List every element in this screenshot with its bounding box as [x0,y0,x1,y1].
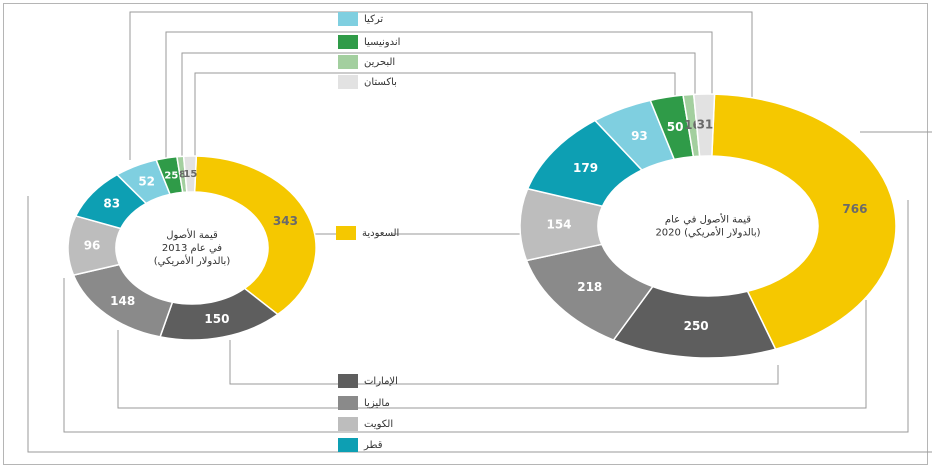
legend-label-bahrain: البحرين [364,57,395,68]
legend-swatch-malaysia [338,396,358,410]
legend-swatch-uae [338,374,358,388]
value-label-y2013-uae: 150 [204,312,229,326]
legend-label-qatar: قطر [363,440,383,451]
connector-bahrain [181,52,696,160]
value-label-y2013-saudi: 343 [273,214,298,228]
value-label-y2020-saudi: 766 [842,202,867,216]
connector-qatar [27,131,932,453]
slice-y2013-pakistan [182,155,198,193]
slice-y2020-saudi [711,93,897,351]
value-label-y2013-malaysia: 148 [110,294,135,308]
slice-y2013-saudi [193,155,317,316]
legend-label-turkey: تركيا [364,14,383,25]
donut-y2013: 343 150 148 96 83 52 25 815 قيمة الأصول في عام 20… [67,155,317,341]
legend: تركيا اندونيسيا البحرين باكستان السعودية الإم… [336,12,400,452]
legend-label-indonesia: اندونيسيا [364,37,400,48]
connector-pakistan [194,72,676,160]
connector-uae [229,340,779,385]
value-label-y2020-malaysia: 218 [577,280,602,294]
connector-kuwait [63,200,909,433]
legend-swatch-qatar [338,438,358,452]
value-label-y2020-turkey: 93 [631,129,648,143]
legend-swatch-bahrain [338,55,358,69]
connector-malaysia [117,300,867,409]
value-label-y2013-bahrain: 8 [179,169,186,180]
value-label-y2013-pakistan: 15 [183,169,197,180]
legend-label-uae: الإمارات [364,376,398,387]
center-label-y2020-0: قيمة الأصول في عام [665,213,751,226]
legend-swatch-saudi [336,226,356,240]
legend-label-saudi: السعودية [362,228,399,239]
legend-label-pakistan: باكستان [364,77,397,88]
connector-indonesia [165,31,713,158]
legend-label-malaysia: ماليزيا [364,398,390,409]
value-label-y2013-indonesia: 25 [164,171,178,182]
center-label-y2013-0: قيمة الأصول [166,228,218,241]
value-label-y2020-pakistan: 31 [697,118,714,132]
value-label-y2013-qatar: 83 [103,196,120,210]
value-label-y2020-uae: 250 [684,319,709,333]
chart-frame [3,3,928,465]
legend-swatch-indonesia [338,35,358,49]
value-label-y2013-turkey: 52 [138,175,155,189]
legend-swatch-pakistan [338,75,358,89]
donuts: 343 150 148 96 83 52 25 815 قيمة الأصول في عام 20… [67,93,897,359]
value-label-y2013-kuwait: 96 [84,238,101,252]
value-label-y2020-qatar: 179 [573,161,598,175]
center-label-y2013-1: في عام 2013 [162,243,222,254]
legend-connectors [27,11,932,453]
legend-swatch-turkey [338,12,358,26]
value-label-y2020-indonesia: 50 [667,120,684,134]
legend-label-kuwait: الكويت [364,419,393,430]
value-label-y2020-kuwait: 154 [546,217,571,231]
connector-turkey [129,11,753,160]
center-label-y2013-2: (بالدولار الأمريكي) [154,254,231,267]
center-label-y2020-1: 2020 (بالدولار الأمريكي) [655,226,760,239]
legend-swatch-kuwait [338,417,358,431]
slice-y2020-pakistan [692,93,716,157]
